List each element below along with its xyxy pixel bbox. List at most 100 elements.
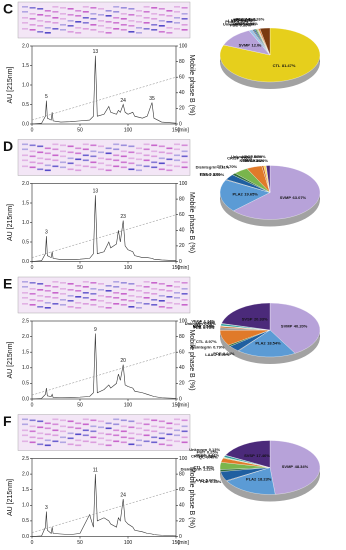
gel-band [67,157,74,160]
gel-band [151,7,158,9]
gel-band [37,14,44,16]
slice-category: SVMP [281,324,293,329]
gel-band [75,147,82,150]
gel-band [120,419,127,422]
gel-band [44,147,51,150]
slice-value: 4.70% [226,164,238,169]
slice-category: Unknown [185,321,204,326]
gel-band [136,439,142,442]
gel-band [158,443,165,446]
pie-slice [233,165,321,220]
gel-band [29,161,36,164]
slice-label: PLA2 18.23% [246,477,272,482]
gel-band [128,20,135,22]
gel-band [82,165,89,168]
slice-category: Unknown [189,447,208,452]
slice-label: NGF 0.22% [235,21,257,26]
plot-frame [31,45,177,125]
gel-band [151,155,158,158]
gel-band [120,7,127,9]
gel-band [151,430,158,433]
gel-band [52,17,59,19]
gel-band [29,304,36,306]
gel-band [143,148,150,151]
slice-value: 1.14% [204,318,216,323]
gel-band [37,168,44,171]
gel-band [98,31,104,33]
gel-band [128,420,135,423]
gel-band [143,17,150,19]
slice-label: PLB 0.75% [194,325,215,330]
gel-band [82,292,89,294]
gel-band [52,165,59,168]
gel-band [90,155,97,158]
gel-band [181,7,188,9]
gel-band [166,32,173,34]
gel-band [136,10,142,12]
gel-band [22,159,28,162]
gel-band [22,292,28,294]
slice-value: 18.23% [258,477,272,482]
slice-category: PDE [213,351,222,356]
gel-band [166,433,173,436]
gel-band [60,166,66,169]
gel-band [67,31,74,33]
gel-band [143,11,150,13]
slice-value: 0.58% [250,154,262,159]
gel-band [60,155,66,158]
gel-band [181,419,188,422]
gel-band [120,304,127,306]
gel-band [143,303,150,305]
gel-band [174,297,180,299]
gel-band [113,297,120,299]
gel-band [151,18,158,20]
gel-band [181,288,188,290]
gel-band [181,150,188,153]
gel-band [37,145,44,148]
gel-band [158,8,165,10]
plot-frame [31,183,177,262]
slice-value: 0.79% [213,345,225,350]
gel-band [174,440,180,443]
slice-label: LAAO 5.66% [193,477,218,482]
gel-band [82,440,89,443]
gel-band [82,303,89,305]
gel-band [158,157,165,160]
gel-band [174,143,180,146]
gel-band [60,18,66,20]
slice-label: VEGF 0.31% [231,18,255,23]
gel-band [98,14,104,16]
y2-tick-label: 60 [179,487,185,493]
gel-band [158,426,165,429]
gel-band [90,288,97,290]
gel-band [113,292,120,294]
gel-band [67,8,74,10]
gel-band [82,286,89,288]
gel-band [181,304,188,306]
gradient-line [31,351,177,396]
y2-tick-label: 20 [179,518,185,524]
slice-value: 4.30% [203,465,215,470]
x-axis-label: [min] [178,540,189,546]
gel-band [60,441,66,444]
slice-label: Disintegrin 1.22% [181,466,215,471]
gel-band [67,432,74,435]
gel-band [90,419,97,422]
gel-band [37,157,44,160]
gel-band [75,296,82,298]
gel-band [143,423,150,426]
gel-band [158,31,165,33]
slice-value: 20.33% [254,316,268,321]
y-tick-label: 1.5 [22,350,29,356]
gel-band [60,436,66,439]
slice-label: PLA21.23% [225,19,249,24]
gel-band [82,22,89,24]
peak-label: 3 [45,229,48,235]
slice-category: QC [196,320,202,325]
gel-band [105,27,112,29]
gel-band [143,159,150,162]
gel-band [166,302,173,304]
gel-band [60,282,66,284]
gel-band [174,292,180,294]
